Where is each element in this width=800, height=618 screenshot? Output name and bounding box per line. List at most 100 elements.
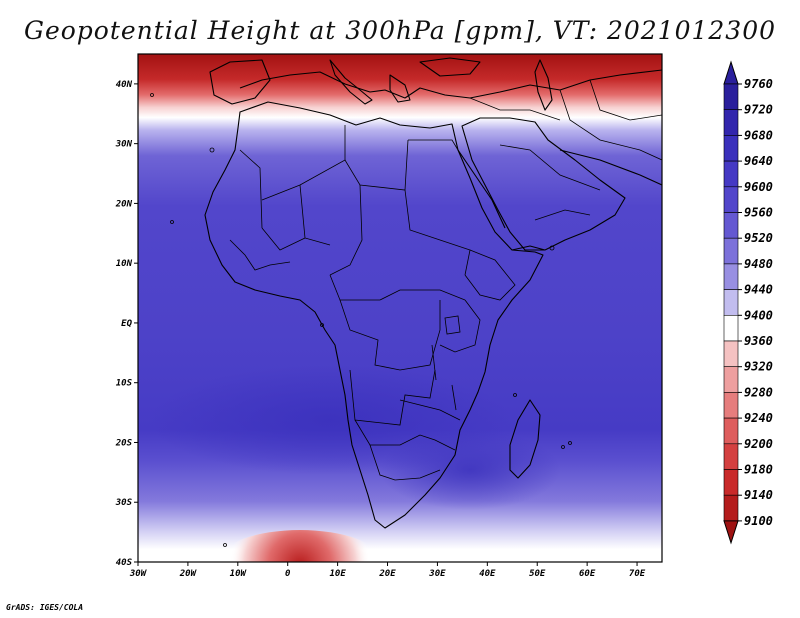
y-tick-label-7: 30S: [115, 498, 133, 508]
border-sudan: [404, 189, 471, 276]
border-congo: [339, 299, 441, 371]
islands: [150, 93, 572, 547]
colorbar-label-2: 9680: [744, 128, 773, 142]
lake-victoria: [444, 315, 461, 335]
colorbar-label-4: 9600: [744, 180, 773, 194]
border-southern: [354, 419, 456, 451]
x-tick-label-8: 50E: [529, 569, 546, 579]
y-tick-label-2: 20N: [115, 199, 133, 209]
border-central-asia: [589, 79, 662, 121]
colorbar-swatch-3: [723, 160, 739, 188]
caspian-sea: [534, 59, 553, 111]
cape-verde: [170, 220, 174, 224]
colorbar-label-15: 9180: [744, 463, 773, 477]
map-area: 30W 20W 10W 0 10E 20E 30E 40E 50E 60E 70E 40N 30N 20…: [115, 53, 663, 579]
border-mali: [261, 227, 306, 251]
colorbar-swatch-13: [723, 417, 739, 445]
low-height-core-east: [380, 430, 560, 510]
coastlines: [204, 57, 662, 529]
colorbar-label-14: 9200: [744, 437, 773, 451]
x-tick-label-4: 10E: [329, 569, 346, 579]
x-axis-ticks: 30W 20W 10W 0 10E 20E 30E 40E 50E 60E 70E: [129, 562, 646, 579]
border-east-africa: [439, 299, 481, 353]
credit-label: GrADS: IGES/COLA: [6, 603, 84, 612]
colorbar-label-13: 9240: [744, 411, 773, 425]
lake-tanganyika: [431, 344, 437, 381]
colorbar-label-0: 9760: [744, 77, 773, 91]
x-tick-label-0: 30W: [129, 569, 148, 579]
y-tick-label-1: 30N: [115, 140, 133, 150]
iberia: [209, 59, 271, 105]
colorbar-label-8: 9440: [744, 283, 773, 297]
border-west-africa: [229, 239, 291, 271]
canary-islands: [209, 147, 215, 153]
colorbar-swatch-1: [723, 109, 739, 136]
gulf-of-aden: [511, 245, 546, 251]
y-tick-label-3: 10N: [116, 259, 133, 269]
x-tick-label-2: 10W: [230, 569, 248, 579]
colorbar-label-16: 9140: [744, 488, 773, 502]
mediterranean-north-coast: [239, 69, 662, 99]
border-central-1: [329, 274, 466, 301]
italy: [329, 59, 373, 105]
colorbar-swatch-15: [723, 469, 739, 496]
x-tick-label-1: 20W: [179, 569, 198, 579]
colorbar-label-12: 9280: [744, 385, 773, 399]
red-sea: [457, 149, 506, 229]
madagascar: [509, 399, 541, 479]
southern-ridge: [220, 530, 380, 562]
colorbar: 9760 9720 9680 9640 9600 9560 9520 9480 9440 9400…: [723, 60, 773, 545]
azores: [150, 93, 154, 97]
x-tick-label-5: 20E: [378, 569, 396, 579]
y-tick-label-0: 40N: [116, 80, 133, 90]
border-egypt: [408, 139, 459, 151]
border-sahara-2: [261, 139, 409, 201]
colorbar-swatch-12: [723, 392, 739, 419]
colorbar-label-17: 9100: [744, 514, 773, 528]
y-tick-label-4: EQ: [121, 319, 132, 329]
y-tick-label-8: 40S: [116, 558, 133, 568]
colorbar-swatch-0: [723, 83, 739, 111]
colorbar-swatch-10: [723, 340, 739, 368]
country-borders: [229, 79, 662, 481]
comoros: [513, 393, 517, 397]
x-tick-label-6: 30E: [428, 569, 446, 579]
border-sahara-1: [239, 149, 263, 229]
colorbar-swatch-5: [723, 212, 739, 239]
y-tick-label-6: 20S: [115, 438, 133, 448]
colorbar-swatch-2: [723, 135, 739, 162]
colorbar-swatch-8: [723, 289, 739, 316]
border-sa: [369, 444, 441, 481]
border-chad: [329, 184, 363, 276]
plot-title: Geopotential Height at 300hPa [gpm], VT:…: [23, 16, 777, 45]
colorbar-label-6: 9520: [744, 231, 773, 245]
x-tick-label-9: 60E: [579, 569, 596, 579]
border-zambia: [399, 399, 461, 421]
colorbar-label-10: 9360: [744, 334, 773, 348]
y-tick-label-5: 10S: [116, 379, 133, 389]
colorbar-label-7: 9480: [744, 257, 773, 271]
tristan: [223, 543, 227, 547]
colorbar-label-1: 9720: [744, 103, 773, 117]
map-frame: [137, 53, 663, 563]
colorbar-swatch-4: [723, 186, 739, 213]
colorbar-swatch-16: [723, 494, 739, 522]
x-tick-label-3: 0: [285, 569, 291, 579]
socotra: [549, 245, 555, 251]
colorbar-label-11: 9320: [744, 360, 773, 374]
lake-malawi: [451, 384, 457, 411]
colorbar-label-3: 9640: [744, 154, 773, 168]
colorbar-swatch-9: [723, 314, 739, 342]
border-iran: [559, 89, 662, 161]
africa-coastline: [204, 101, 544, 529]
colorbar-bottom-arrow: [723, 520, 739, 545]
x-tick-label-10: 70E: [629, 569, 646, 579]
border-middle-east: [469, 97, 561, 121]
arabia: [461, 117, 626, 251]
border-angola: [349, 369, 436, 426]
colorbar-swatch-6: [723, 237, 739, 265]
border-arabia-1: [499, 144, 601, 191]
sao-tome: [320, 323, 324, 327]
border-arabia-2: [534, 209, 591, 221]
